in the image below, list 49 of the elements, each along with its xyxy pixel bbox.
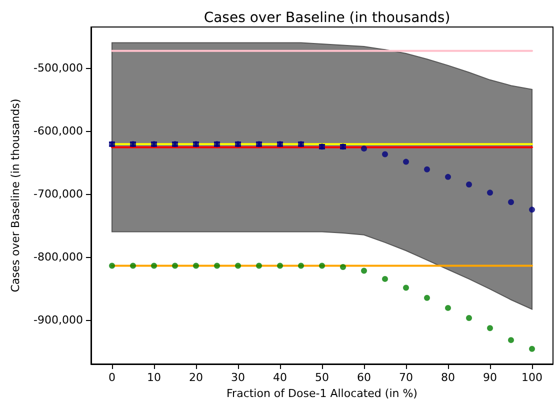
point [445, 304, 451, 311]
point [466, 315, 472, 322]
point [382, 276, 388, 282]
x-tick-label: 70 [399, 371, 413, 384]
x-tick-label: 50 [315, 371, 329, 384]
point [319, 262, 325, 269]
x-tick-label: 60 [357, 371, 371, 384]
point [382, 151, 388, 158]
point [361, 268, 367, 274]
x-tick-label: 40 [273, 371, 287, 384]
point [529, 206, 535, 213]
point [172, 262, 178, 269]
point [508, 199, 514, 206]
point [130, 262, 136, 269]
point [109, 262, 115, 269]
point [529, 346, 535, 352]
x-axis-title: Fraction of Dose-1 Allocated (in %) [226, 387, 418, 400]
point [235, 262, 241, 269]
point [466, 181, 472, 188]
x-tick-label: 0 [108, 371, 116, 384]
point [403, 284, 409, 291]
point [424, 166, 430, 172]
point [361, 146, 367, 152]
y-tick-label: -800,000 [34, 250, 83, 264]
point [403, 158, 409, 165]
point [508, 337, 514, 344]
chart-title: Cases over Baseline (in thousands) [204, 10, 450, 26]
point [340, 264, 346, 270]
y-tick-label: -500,000 [34, 61, 83, 74]
x-tick-label: 100 [522, 371, 542, 384]
x-tick-label: 80 [441, 371, 455, 384]
point [445, 174, 451, 180]
y-tick-label: -700,000 [34, 187, 83, 200]
point [487, 325, 493, 332]
point [298, 262, 304, 269]
y-axis-title: Cases over Baseline (in thousands) [9, 98, 22, 292]
y-tick-label: -900,000 [34, 313, 83, 326]
x-tick-label: 20 [189, 371, 203, 384]
x-tick-label: 30 [231, 371, 245, 384]
point [214, 262, 220, 269]
point [256, 262, 262, 269]
point [277, 262, 283, 269]
point [424, 294, 430, 301]
point [487, 190, 493, 196]
point [193, 262, 199, 269]
point [151, 262, 157, 269]
x-tick-label: 90 [483, 371, 497, 384]
y-tick-label: -600,000 [34, 124, 83, 138]
x-tick-label: 10 [147, 371, 161, 384]
